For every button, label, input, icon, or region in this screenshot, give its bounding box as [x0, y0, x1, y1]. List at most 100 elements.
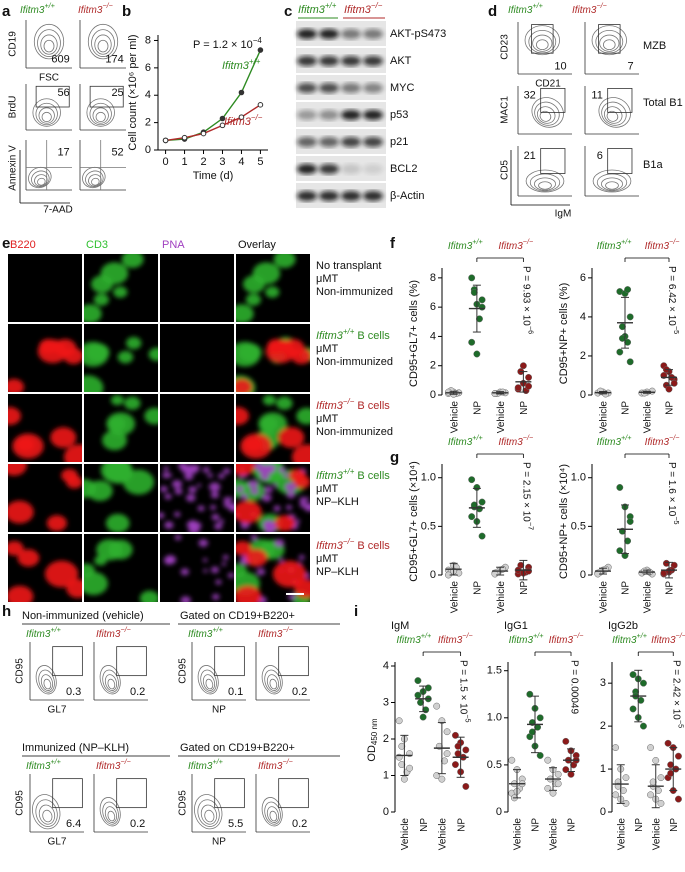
y-tick-label: 0 [496, 806, 502, 818]
dot [626, 518, 634, 525]
dot [675, 752, 682, 760]
stain [164, 493, 172, 500]
genotype-label: Ifitm3+/+ [26, 625, 61, 640]
dot [473, 350, 481, 358]
protein-label: p21 [390, 136, 408, 148]
condition-label: μMT [316, 413, 339, 425]
panel-label: f [390, 235, 396, 252]
gate-value: 7 [627, 61, 633, 73]
stain [188, 486, 197, 493]
x-tick-label: Vehicle [400, 818, 411, 851]
dot [626, 313, 634, 321]
x-tick-label: Vehicle [651, 818, 662, 851]
contour [591, 25, 627, 56]
stain [8, 540, 24, 556]
stain [110, 394, 124, 406]
stain [108, 416, 126, 431]
stain [260, 416, 278, 431]
y-tick-label: 2 [145, 117, 151, 129]
dot [508, 756, 516, 764]
p-value: P = 1.5 × 10−5 [458, 660, 473, 723]
dot [438, 775, 446, 783]
dot [462, 746, 470, 754]
y-tick-label: 0 [580, 569, 586, 581]
y-tick-label: 0 [600, 806, 606, 818]
stain [100, 262, 129, 285]
legend-label: Ifitm3−/− [224, 113, 263, 128]
stain [221, 562, 227, 566]
gate-value: 17 [57, 146, 69, 158]
contour [87, 23, 119, 60]
stain [264, 486, 273, 493]
gate-value: 52 [111, 146, 123, 158]
dot [616, 348, 624, 356]
contour [32, 794, 61, 830]
genotype-label: Ifitm3+/+ [508, 1, 543, 16]
y-tick-label: 2 [580, 350, 586, 362]
micrograph-content [236, 336, 310, 392]
stain-label: Overlay [238, 239, 276, 251]
stain-label: PNA [162, 239, 185, 251]
y-tick-label: 6 [145, 62, 151, 74]
blot-band [363, 191, 383, 201]
stain [211, 593, 220, 600]
dot [612, 791, 619, 799]
stain [284, 482, 297, 492]
dot [554, 770, 562, 778]
point [219, 115, 226, 122]
contour [94, 34, 112, 55]
gate-value: 6 [597, 150, 603, 162]
stain [223, 496, 231, 503]
x-tick-label: 4 [238, 156, 244, 168]
dot [470, 289, 478, 296]
axis-label: GL7 [48, 837, 67, 848]
stain [258, 464, 263, 468]
contour [529, 173, 561, 192]
dot [398, 761, 406, 768]
x-tick-label: NP [531, 818, 542, 832]
dot [478, 532, 486, 540]
contour [266, 806, 280, 823]
contour [104, 806, 118, 823]
blot-band [297, 56, 317, 66]
micrograph [160, 324, 234, 392]
genotype-label: Ifitm3−/− [344, 1, 383, 16]
micrograph-content [84, 464, 155, 532]
stain [278, 466, 286, 473]
y-tick-label: 3 [383, 696, 389, 708]
contour [538, 181, 552, 190]
y-tick-label: 1.0 [487, 712, 502, 724]
y-tick-label: 3 [600, 677, 606, 689]
dot [514, 384, 522, 392]
stain-label: CD3 [86, 239, 108, 251]
dot [443, 750, 451, 758]
contour [102, 801, 119, 825]
p-value: P = 9.93 × 10−6 [521, 266, 536, 334]
dot [626, 358, 634, 366]
contour [104, 674, 118, 691]
gate-value: 609 [51, 53, 69, 65]
contour [269, 810, 278, 822]
contour [35, 102, 58, 126]
stain [262, 394, 276, 406]
dot [629, 705, 637, 713]
micrograph-content [163, 534, 234, 602]
condition-label: Ifitm3+/+ B cells [316, 467, 390, 482]
stain [236, 585, 262, 602]
dot [519, 362, 527, 370]
stain [256, 568, 266, 576]
dot [618, 323, 626, 331]
dot [624, 537, 632, 545]
y-tick-label: 0 [430, 389, 436, 401]
dot [657, 799, 665, 807]
dot [567, 770, 575, 778]
panel-label: h [2, 603, 11, 620]
micrograph [160, 534, 234, 602]
x-tick-label: NP [456, 818, 467, 832]
gate [278, 778, 309, 809]
gate [214, 778, 245, 809]
stain [174, 511, 181, 517]
condition-label: μMT [316, 553, 339, 565]
dot [525, 373, 533, 381]
gate [540, 148, 566, 174]
